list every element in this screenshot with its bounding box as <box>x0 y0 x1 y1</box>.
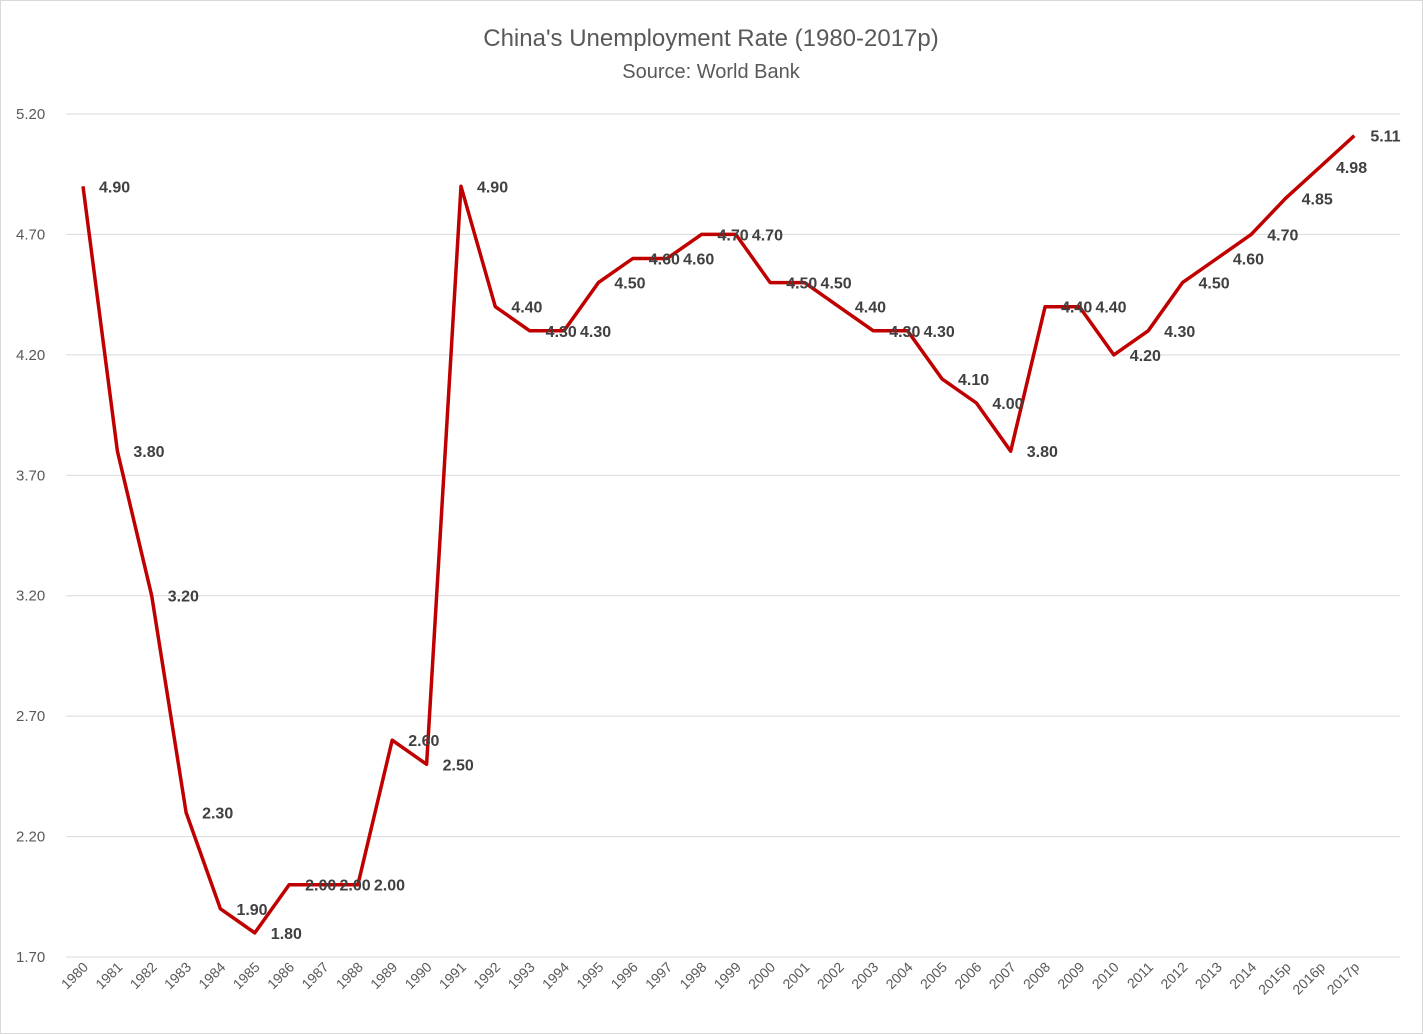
data-label: 4.30 <box>580 324 611 341</box>
data-label: 4.30 <box>924 324 955 341</box>
x-tick-label: 1983 <box>161 959 194 992</box>
data-labels: 4.903.803.202.301.901.802.00 2.00 2.002.60… <box>99 129 1401 943</box>
x-tick-label: 2012 <box>1157 959 1190 992</box>
data-label: 4.60 <box>683 252 714 269</box>
x-tick-label: 2001 <box>779 959 812 992</box>
x-tick-label: 1998 <box>676 959 709 992</box>
y-tick-label: 4.70 <box>16 226 45 243</box>
data-label: 4.70 <box>752 227 783 244</box>
data-label: 1.90 <box>236 902 267 919</box>
data-label: 4.40 <box>511 300 542 317</box>
x-tick-label: 2004 <box>882 959 915 992</box>
data-label: 4.20 <box>1130 348 1161 365</box>
x-tick-label: 2010 <box>1089 959 1122 992</box>
x-tick-label: 1992 <box>470 959 503 992</box>
data-label: 4.40 <box>1061 300 1092 317</box>
y-tick-label: 4.20 <box>16 347 45 364</box>
y-axis-tick-labels: 5.20 4.70 4.20 3.70 3.20 2.70 2.20 1.70 <box>16 106 45 966</box>
x-tick-label: 1990 <box>401 959 434 992</box>
x-tick-label: 2000 <box>745 959 778 992</box>
x-tick-label: 1984 <box>195 959 228 992</box>
x-tick-label: 1985 <box>230 959 263 992</box>
data-label: 2.00 <box>340 878 371 895</box>
y-tick-label: 1.70 <box>16 949 45 966</box>
data-label: 4.40 <box>855 300 886 317</box>
x-tick-label: 2009 <box>1054 959 1087 992</box>
data-label: 4.90 <box>477 179 508 196</box>
data-label: 4.50 <box>614 276 645 293</box>
chart-title: China's Unemployment Rate (1980-2017p) <box>483 25 939 52</box>
data-label: 4.60 <box>649 252 680 269</box>
x-tick-label: 1988 <box>333 959 366 992</box>
data-label: 4.10 <box>958 372 989 389</box>
x-axis-tick-labels: 1980 1981 1982 1983 1984 1985 1986 1987 1988 1989… <box>58 959 1363 998</box>
data-label: 4.00 <box>992 396 1023 413</box>
y-tick-label: 3.70 <box>16 467 45 484</box>
chart-subtitle: Source: World Bank <box>622 61 800 83</box>
x-tick-label: 1982 <box>126 959 159 992</box>
data-label: 2.60 <box>408 733 439 750</box>
x-tick-label: 2017p <box>1324 959 1363 998</box>
x-tick-label: 1996 <box>608 959 641 992</box>
x-tick-label: 2006 <box>951 959 984 992</box>
x-tick-label: 2005 <box>917 959 950 992</box>
y-tick-label: 5.20 <box>16 106 45 123</box>
x-tick-label: 2015p <box>1255 959 1294 998</box>
data-label: 4.70 <box>717 227 748 244</box>
data-label: 3.80 <box>133 444 164 461</box>
y-tick-label: 2.20 <box>16 829 45 846</box>
x-tick-label: 1980 <box>58 959 91 992</box>
data-label: 2.00 <box>305 878 336 895</box>
data-label: 4.40 <box>1095 300 1126 317</box>
data-label: 2.50 <box>443 757 474 774</box>
data-label: 1.80 <box>271 926 302 943</box>
series-line <box>81 134 1356 935</box>
x-tick-label: 1995 <box>573 959 606 992</box>
data-label: 4.85 <box>1302 191 1333 208</box>
x-tick-label: 2008 <box>1020 959 1053 992</box>
x-tick-label: 2003 <box>848 959 881 992</box>
y-tick-label: 3.20 <box>16 588 45 605</box>
data-label: 3.80 <box>1027 444 1058 461</box>
data-label: 4.90 <box>99 179 130 196</box>
x-tick-label: 2011 <box>1124 959 1157 992</box>
x-tick-label: 1991 <box>436 959 469 992</box>
data-label: 4.60 <box>1233 252 1264 269</box>
data-label: 4.50 <box>1199 276 1230 293</box>
y-tick-label: 2.70 <box>16 708 45 725</box>
data-label: 4.98 <box>1336 160 1367 177</box>
x-tick-label: 2013 <box>1192 959 1225 992</box>
x-tick-label: 2007 <box>985 959 1018 992</box>
x-tick-label: 1997 <box>642 959 675 992</box>
x-tick-label: 1993 <box>504 959 537 992</box>
data-label: 2.00 <box>374 878 405 895</box>
x-tick-label: 1989 <box>367 959 400 992</box>
data-label: 5.11 <box>1370 129 1400 146</box>
series-line-layer <box>81 134 1356 935</box>
data-label: 4.50 <box>786 276 817 293</box>
data-label: 2.30 <box>202 805 233 822</box>
x-tick-label: 1986 <box>264 959 297 992</box>
data-label: 4.50 <box>821 276 852 293</box>
data-label: 4.30 <box>889 324 920 341</box>
data-label: 3.20 <box>168 589 199 606</box>
x-tick-label: 2002 <box>814 959 847 992</box>
x-tick-label: 1994 <box>539 959 572 992</box>
x-tick-label: 2016p <box>1289 959 1328 998</box>
x-tick-label: 1999 <box>711 959 744 992</box>
data-label: 4.70 <box>1267 227 1298 244</box>
x-tick-label: 1987 <box>298 959 331 992</box>
data-label: 4.30 <box>1164 324 1195 341</box>
x-tick-label: 1981 <box>92 959 125 992</box>
gridlines <box>66 113 1400 958</box>
data-label: 4.30 <box>546 324 577 341</box>
